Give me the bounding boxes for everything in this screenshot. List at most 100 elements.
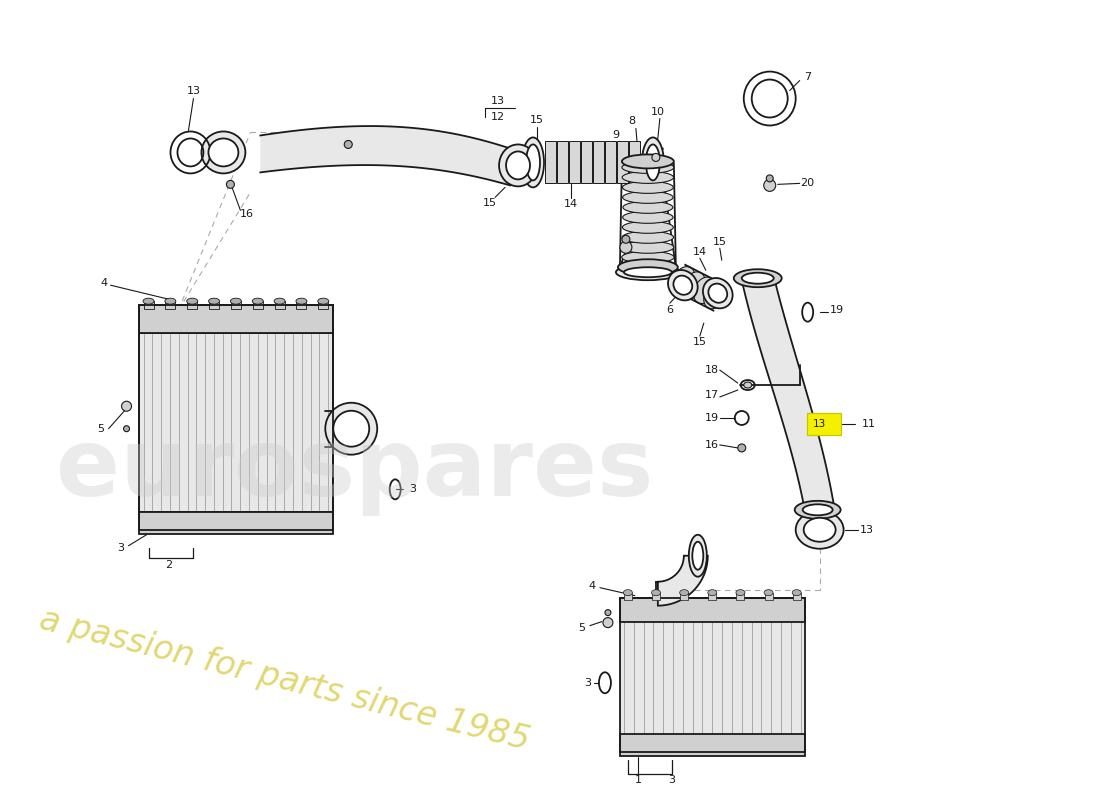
Ellipse shape <box>333 410 370 446</box>
Circle shape <box>620 242 631 254</box>
Text: 9: 9 <box>613 130 619 141</box>
Ellipse shape <box>230 298 241 304</box>
Text: 18: 18 <box>705 365 719 375</box>
Ellipse shape <box>736 590 745 596</box>
Ellipse shape <box>623 222 673 234</box>
Ellipse shape <box>792 590 801 596</box>
Text: 11: 11 <box>861 419 876 429</box>
Bar <box>318 301 328 309</box>
Bar <box>620 734 805 756</box>
Ellipse shape <box>326 402 377 454</box>
Ellipse shape <box>689 534 707 577</box>
Ellipse shape <box>274 298 285 304</box>
Text: 13: 13 <box>491 95 505 106</box>
Circle shape <box>227 180 234 188</box>
Ellipse shape <box>621 162 674 174</box>
Bar <box>620 598 805 752</box>
Text: 14: 14 <box>564 199 578 210</box>
Text: 15: 15 <box>483 198 497 208</box>
Ellipse shape <box>624 590 632 596</box>
Text: 15: 15 <box>693 337 707 347</box>
Bar <box>624 593 631 600</box>
Polygon shape <box>261 126 510 186</box>
Bar <box>139 333 333 512</box>
Ellipse shape <box>165 298 176 304</box>
Text: 4: 4 <box>588 581 595 590</box>
Ellipse shape <box>680 590 689 596</box>
Ellipse shape <box>526 145 540 180</box>
Text: 1: 1 <box>635 775 641 786</box>
Ellipse shape <box>741 273 773 284</box>
Ellipse shape <box>296 298 307 304</box>
Text: 20: 20 <box>800 178 814 188</box>
Ellipse shape <box>803 504 833 515</box>
Bar <box>708 593 716 600</box>
Bar <box>139 305 333 530</box>
Ellipse shape <box>499 145 537 186</box>
Polygon shape <box>672 265 726 310</box>
Ellipse shape <box>704 282 726 309</box>
Ellipse shape <box>522 138 544 187</box>
Bar <box>736 593 745 600</box>
Text: 12: 12 <box>491 113 505 122</box>
Bar <box>764 593 772 600</box>
Ellipse shape <box>668 270 697 300</box>
Text: 10: 10 <box>651 106 664 117</box>
Text: 13: 13 <box>187 86 200 95</box>
Bar <box>544 142 556 183</box>
Ellipse shape <box>623 182 673 194</box>
Ellipse shape <box>621 242 674 254</box>
Ellipse shape <box>143 298 154 304</box>
Bar <box>253 301 263 309</box>
Circle shape <box>621 235 630 243</box>
Bar <box>333 410 351 446</box>
Bar <box>275 301 285 309</box>
Text: eurospares: eurospares <box>56 424 653 516</box>
Text: 16: 16 <box>240 210 253 219</box>
Text: 19: 19 <box>829 305 844 315</box>
Ellipse shape <box>708 284 727 302</box>
Ellipse shape <box>623 191 673 203</box>
Text: 3: 3 <box>409 484 416 494</box>
Text: 6: 6 <box>667 305 673 315</box>
Ellipse shape <box>683 272 705 298</box>
Bar <box>209 301 219 309</box>
Ellipse shape <box>794 501 840 518</box>
Text: 5: 5 <box>579 622 585 633</box>
Circle shape <box>738 444 746 452</box>
Ellipse shape <box>624 267 672 278</box>
Polygon shape <box>658 556 707 606</box>
Circle shape <box>652 154 660 162</box>
Text: 8: 8 <box>628 117 636 126</box>
Text: 2: 2 <box>165 560 172 570</box>
Circle shape <box>605 610 610 616</box>
Ellipse shape <box>621 154 674 169</box>
Ellipse shape <box>804 518 836 542</box>
Circle shape <box>603 618 613 628</box>
Ellipse shape <box>744 382 751 388</box>
Bar <box>620 598 805 622</box>
Polygon shape <box>741 280 835 510</box>
Ellipse shape <box>795 511 844 549</box>
Bar <box>296 301 307 309</box>
Ellipse shape <box>764 590 773 596</box>
Ellipse shape <box>201 131 245 174</box>
Text: 19: 19 <box>705 413 719 423</box>
Bar <box>139 512 333 534</box>
Text: 13: 13 <box>859 525 873 534</box>
Ellipse shape <box>646 145 660 180</box>
Ellipse shape <box>703 278 733 308</box>
Text: 3: 3 <box>584 678 592 688</box>
Bar <box>165 301 175 309</box>
Ellipse shape <box>318 298 329 304</box>
Text: 7: 7 <box>804 71 811 82</box>
Bar <box>139 305 333 333</box>
Ellipse shape <box>642 138 664 187</box>
Ellipse shape <box>692 542 703 570</box>
Ellipse shape <box>209 298 220 304</box>
Circle shape <box>344 141 352 149</box>
Bar <box>557 142 568 183</box>
Ellipse shape <box>506 151 530 179</box>
Bar <box>629 142 640 183</box>
Ellipse shape <box>618 259 678 275</box>
